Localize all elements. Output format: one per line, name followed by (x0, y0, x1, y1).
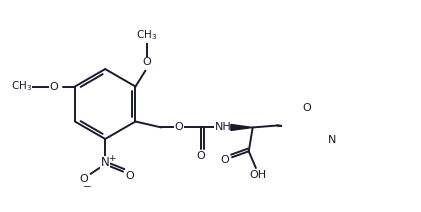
Text: OH: OH (249, 170, 266, 180)
Text: O: O (303, 103, 312, 113)
Text: O: O (142, 57, 151, 67)
Text: O: O (175, 123, 184, 132)
Text: O: O (79, 174, 88, 184)
Text: O: O (221, 155, 229, 165)
Text: N: N (101, 156, 109, 169)
Text: O: O (50, 82, 59, 92)
Text: CH$_3$: CH$_3$ (11, 80, 32, 93)
Text: NH: NH (215, 123, 231, 132)
Text: CH$_3$: CH$_3$ (136, 28, 157, 42)
Text: N: N (327, 110, 335, 120)
Text: N: N (328, 135, 336, 145)
Text: O: O (197, 151, 205, 162)
Text: −: − (83, 182, 92, 192)
Polygon shape (231, 124, 253, 130)
Text: +: + (108, 153, 116, 163)
Bar (282, 96, 346, 159)
Text: O: O (125, 171, 134, 181)
